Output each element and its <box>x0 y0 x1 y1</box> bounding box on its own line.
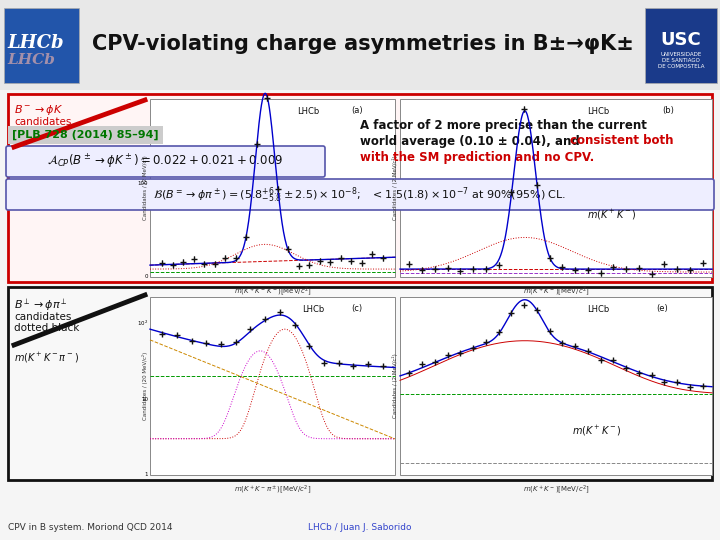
Text: candidates: candidates <box>14 117 71 127</box>
Text: LHCb: LHCb <box>588 106 609 116</box>
Text: LHCb: LHCb <box>588 305 609 314</box>
Text: $10^2$: $10^2$ <box>137 319 148 328</box>
Text: dotted black: dotted black <box>14 323 79 333</box>
Text: world average (0.10 ± 0.04), and: world average (0.10 ± 0.04), and <box>360 134 584 147</box>
Text: $m(K^+K^-\pi^\pm)[\mathrm{MeV}/c^2]$: $m(K^+K^-\pi^\pm)[\mathrm{MeV}/c^2]$ <box>234 483 311 496</box>
Text: (b): (b) <box>662 106 674 116</box>
Text: consistent both: consistent both <box>570 134 673 147</box>
Text: Candidates / (2 MeV/c²): Candidates / (2 MeV/c²) <box>142 156 148 220</box>
Bar <box>150 297 395 475</box>
Text: with the SM prediction and no CPV.: with the SM prediction and no CPV. <box>360 151 594 164</box>
Bar <box>400 99 712 277</box>
FancyBboxPatch shape <box>6 179 714 210</box>
Bar <box>8 126 163 144</box>
Bar <box>645 8 717 83</box>
Text: DE SANTIAGO: DE SANTIAGO <box>662 58 700 64</box>
Text: candidates: candidates <box>14 312 71 322</box>
Bar <box>4 8 79 83</box>
Text: $m(K^+K^-)$: $m(K^+K^-)$ <box>588 208 637 222</box>
Bar <box>0 0 720 90</box>
Text: LHCb / Juan J. Saborido: LHCb / Juan J. Saborido <box>308 523 412 532</box>
Text: $m(K^+K^-K^-)$: $m(K^+K^-K^-)$ <box>14 156 80 170</box>
Text: Candidates / (20 MeV/c²): Candidates / (20 MeV/c²) <box>142 352 148 420</box>
Text: $B^\perp \rightarrow \phi\pi^\perp$: $B^\perp \rightarrow \phi\pi^\perp$ <box>14 297 68 313</box>
Text: (a): (a) <box>351 106 363 116</box>
Text: LHCb: LHCb <box>7 34 63 52</box>
Text: $m(K^+K^-)[\mathrm{MeV}/c^2]$: $m(K^+K^-)[\mathrm{MeV}/c^2]$ <box>523 483 590 496</box>
Bar <box>150 99 395 277</box>
Text: $m(K^+K^-)[\mathrm{MeV}/c^2]$: $m(K^+K^-)[\mathrm{MeV}/c^2]$ <box>523 285 590 298</box>
Text: LHCb: LHCb <box>7 53 55 67</box>
Text: LHCb: LHCb <box>297 106 319 116</box>
Text: CPV-violating charge asymmetries in B±→φK±: CPV-violating charge asymmetries in B±→φ… <box>92 34 634 54</box>
Text: USC: USC <box>661 31 701 49</box>
Text: UNIVERSIDADE: UNIVERSIDADE <box>660 52 701 57</box>
Text: $B^- \rightarrow \phi K$: $B^- \rightarrow \phi K$ <box>14 103 63 117</box>
Text: DE COMPOSTELA: DE COMPOSTELA <box>658 64 704 70</box>
Bar <box>400 297 712 475</box>
Text: $m(K^+K^-\pi^-)$: $m(K^+K^-\pi^-)$ <box>14 351 79 365</box>
Text: (c): (c) <box>351 305 362 314</box>
Bar <box>8 287 712 480</box>
Text: CPV in B system. Moriond QCD 2014: CPV in B system. Moriond QCD 2014 <box>8 523 173 532</box>
Text: $m(K^+K^-)$: $m(K^+K^-)$ <box>572 423 621 437</box>
Text: (e): (e) <box>656 305 667 314</box>
Text: Candidates / (2 MeV/c²): Candidates / (2 MeV/c²) <box>392 156 398 220</box>
Text: LHCb: LHCb <box>302 305 324 314</box>
Text: [PLB 728 (2014) 85–94]: [PLB 728 (2014) 85–94] <box>12 130 158 140</box>
Text: 1: 1 <box>145 472 148 477</box>
Text: $\mathcal{A}_{CP}(B^\pm \rightarrow \phi K^\pm) = 0.022 + 0.021 + 0.009$: $\mathcal{A}_{CP}(B^\pm \rightarrow \phi… <box>47 153 283 171</box>
Text: $m(K^+K^-K^-)[\mathrm{MeV}/c^2]$: $m(K^+K^-K^-)[\mathrm{MeV}/c^2]$ <box>233 285 312 298</box>
Text: 10: 10 <box>141 396 148 402</box>
Text: Candidates / (2 MeV/c²): Candidates / (2 MeV/c²) <box>392 354 398 418</box>
FancyBboxPatch shape <box>6 146 325 177</box>
Text: 100: 100 <box>138 180 148 186</box>
Text: $\mathcal{B}(B^= \rightarrow \phi\pi^\pm) = (5.8^{+6.1}_{-5.8} \pm 2.5)\times 10: $\mathcal{B}(B^= \rightarrow \phi\pi^\pm… <box>153 185 567 205</box>
Text: A factor of 2 more precise than the current: A factor of 2 more precise than the curr… <box>360 119 647 132</box>
Text: 0: 0 <box>145 274 148 280</box>
Bar <box>8 94 712 282</box>
Text: dotted red: dotted red <box>14 128 68 138</box>
